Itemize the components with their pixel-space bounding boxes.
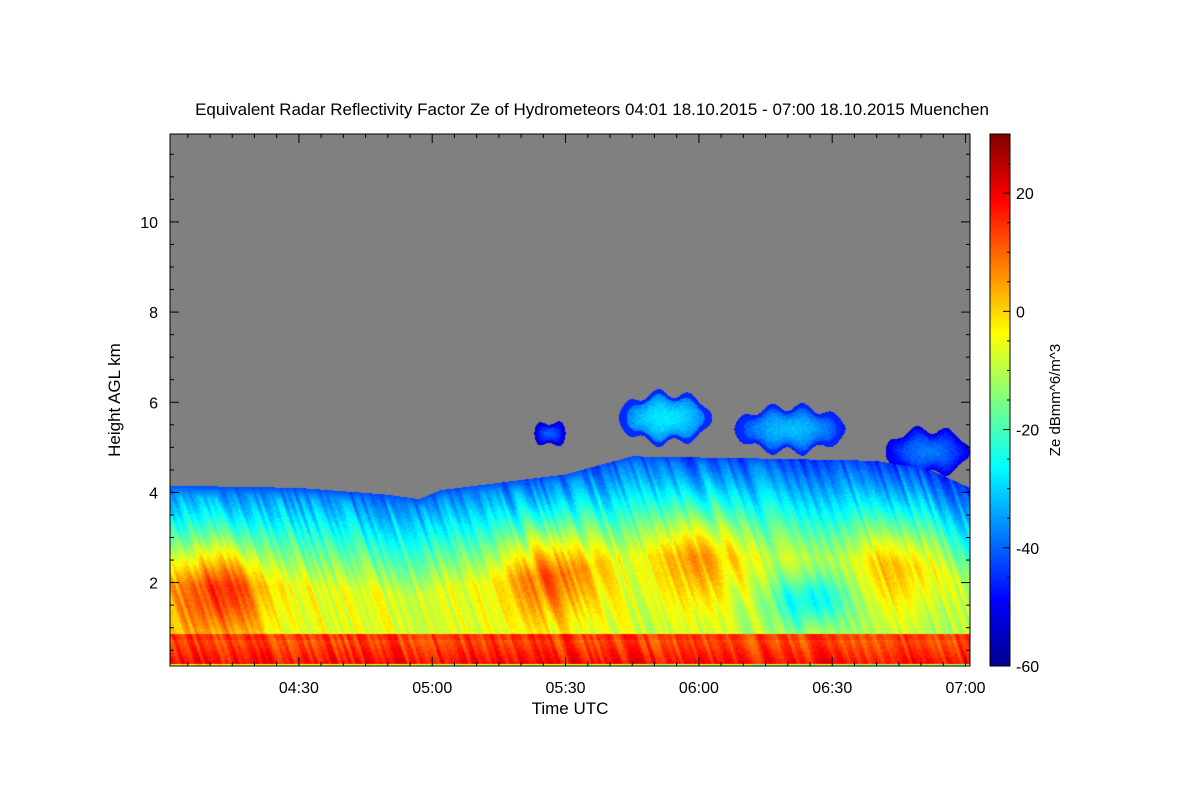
colorbar-tick-label: -40 — [1016, 541, 1039, 558]
y-axis-ticks: 2 4 6 8 10 — [140, 153, 970, 651]
colorbar-ticks: 20 0 -20 -40 -60 — [1003, 133, 1039, 676]
y-tick-label: 4 — [149, 485, 158, 502]
plot-area: 04:30 05:00 05:30 06:00 06:30 07:00 2 4 6 8 10 — [140, 133, 986, 697]
x-axis-label: Time UTC — [532, 699, 609, 718]
y-tick-label: 8 — [149, 305, 158, 322]
x-tick-label: 06:00 — [679, 680, 719, 697]
y-tick-label: 2 — [149, 576, 158, 593]
chart-title: Equivalent Radar Reflectivity Factor Ze … — [195, 100, 989, 119]
x-axis-ticks: 04:30 05:00 05:30 06:00 06:30 07:00 — [187, 134, 986, 697]
x-tick-label: 05:00 — [412, 680, 452, 697]
reflectivity-heatmap — [170, 134, 970, 666]
colorbar-tick-label: -20 — [1016, 423, 1039, 440]
y-axis-label: Height AGL km — [105, 343, 124, 457]
x-tick-label: 07:00 — [946, 680, 986, 697]
colorbar-tick-label: 0 — [1016, 304, 1025, 321]
colorbar: 20 0 -20 -40 -60 — [989, 133, 1039, 676]
y-tick-label: 10 — [140, 215, 158, 232]
colorbar-tick-label: -60 — [1016, 659, 1039, 676]
x-tick-label: 04:30 — [279, 680, 319, 697]
x-tick-label: 05:30 — [546, 680, 586, 697]
colorbar-label: Ze dBmm^6/m^3 — [1047, 344, 1064, 456]
y-tick-label: 6 — [149, 395, 158, 412]
colorbar-tick-label: 20 — [1016, 186, 1034, 203]
x-tick-label: 06:30 — [812, 680, 852, 697]
plot-frame — [169, 133, 971, 667]
